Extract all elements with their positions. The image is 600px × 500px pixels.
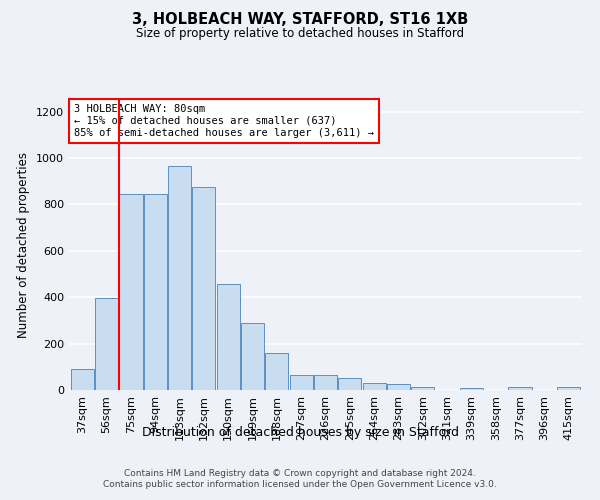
Bar [557,386,580,390]
Text: Size of property relative to detached houses in Stafford: Size of property relative to detached ho… [136,28,464,40]
Bar [217,284,240,390]
Bar [144,194,167,390]
Bar [290,375,313,390]
Bar [95,298,118,390]
Bar [314,375,337,390]
Bar [193,187,215,390]
Bar [508,386,532,390]
Text: 3, HOLBEACH WAY, STAFFORD, ST16 1XB: 3, HOLBEACH WAY, STAFFORD, ST16 1XB [132,12,468,28]
Text: 3 HOLBEACH WAY: 80sqm
← 15% of detached houses are smaller (637)
85% of semi-det: 3 HOLBEACH WAY: 80sqm ← 15% of detached … [74,104,374,138]
Text: Contains HM Land Registry data © Crown copyright and database right 2024.: Contains HM Land Registry data © Crown c… [124,468,476,477]
Text: Distribution of detached houses by size in Stafford: Distribution of detached houses by size … [142,426,458,439]
Bar [411,386,434,390]
Bar [362,383,386,390]
Bar [265,353,289,390]
Bar [71,369,94,390]
Bar [119,194,143,390]
Bar [338,378,361,390]
Bar [460,388,483,390]
Text: Contains public sector information licensed under the Open Government Licence v3: Contains public sector information licen… [103,480,497,489]
Bar [241,322,264,390]
Bar [387,384,410,390]
Bar [168,166,191,390]
Y-axis label: Number of detached properties: Number of detached properties [17,152,31,338]
